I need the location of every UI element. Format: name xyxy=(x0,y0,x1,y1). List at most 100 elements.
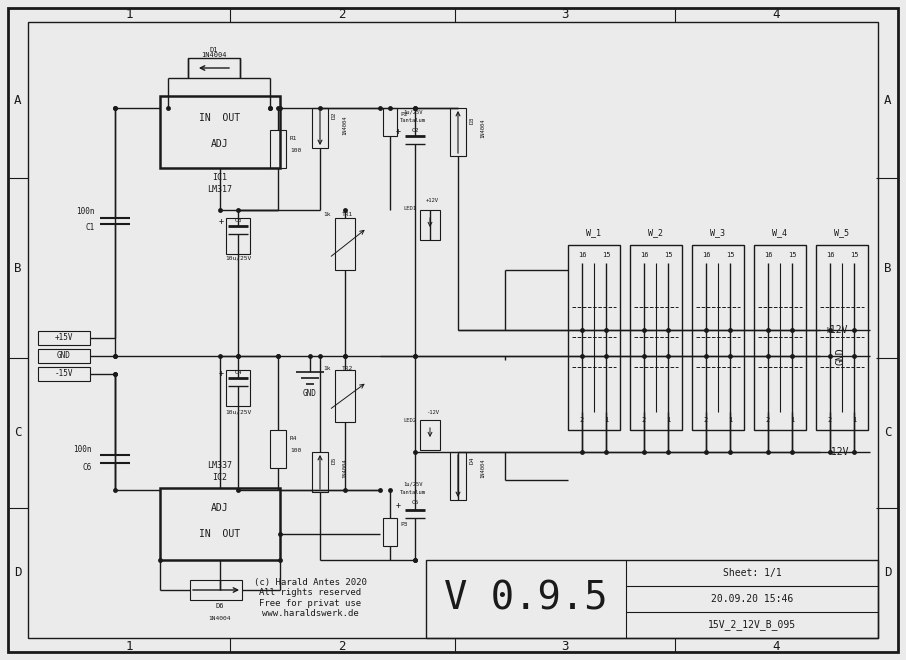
Text: 1k: 1k xyxy=(323,213,331,218)
Bar xyxy=(270,130,286,168)
Bar xyxy=(426,560,878,638)
Text: 15: 15 xyxy=(726,252,734,258)
Text: -15V: -15V xyxy=(54,370,73,378)
Text: 16: 16 xyxy=(764,252,772,258)
Text: 2: 2 xyxy=(828,417,832,423)
Text: R4: R4 xyxy=(290,436,297,440)
Bar xyxy=(38,331,90,345)
Text: R1: R1 xyxy=(290,135,297,141)
Text: 15: 15 xyxy=(787,252,796,258)
Text: 1N4004: 1N4004 xyxy=(480,118,485,138)
Text: D: D xyxy=(884,566,892,579)
Bar xyxy=(450,108,466,156)
Text: IC2: IC2 xyxy=(213,473,227,482)
Bar xyxy=(160,488,280,560)
Text: Tantalum: Tantalum xyxy=(400,490,426,494)
Text: IC1: IC1 xyxy=(213,174,227,183)
Bar xyxy=(226,370,250,406)
Text: +: + xyxy=(219,218,224,226)
Text: 100n: 100n xyxy=(73,446,92,455)
Text: D2: D2 xyxy=(332,112,337,119)
Bar xyxy=(38,367,90,381)
Bar xyxy=(568,245,620,430)
Bar xyxy=(160,96,280,168)
Text: 10u/25V: 10u/25V xyxy=(225,255,251,261)
Text: 1N4004: 1N4004 xyxy=(342,115,347,135)
Text: 100: 100 xyxy=(290,147,302,152)
Text: 15: 15 xyxy=(664,252,672,258)
Bar xyxy=(420,420,440,450)
Text: C1: C1 xyxy=(86,224,95,232)
Text: Tantalum: Tantalum xyxy=(400,117,426,123)
Text: D5: D5 xyxy=(332,456,337,464)
Text: GND: GND xyxy=(57,352,71,360)
Text: B: B xyxy=(884,261,892,275)
Text: 100: 100 xyxy=(290,447,302,453)
Text: TR1: TR1 xyxy=(342,213,352,218)
Text: C: C xyxy=(884,426,892,440)
Text: C4: C4 xyxy=(235,370,242,374)
Text: 1: 1 xyxy=(604,417,608,423)
Text: 1u/25V: 1u/25V xyxy=(403,482,423,486)
Bar xyxy=(692,245,744,430)
Text: 2: 2 xyxy=(704,417,708,423)
Text: V 0.9.5: V 0.9.5 xyxy=(444,580,608,618)
Text: 4: 4 xyxy=(772,9,780,22)
Text: P2: P2 xyxy=(400,112,408,117)
Text: +: + xyxy=(219,370,224,378)
Text: LED2: LED2 xyxy=(403,418,416,422)
Text: C6: C6 xyxy=(82,463,92,473)
Text: LM337: LM337 xyxy=(207,461,233,471)
Text: LED1: LED1 xyxy=(403,205,416,211)
Text: +12V: +12V xyxy=(825,325,849,335)
Text: 1N4004: 1N4004 xyxy=(342,458,347,478)
Text: 10u/25V: 10u/25V xyxy=(225,409,251,414)
Text: A: A xyxy=(884,94,892,106)
Text: 1: 1 xyxy=(125,9,133,22)
Text: +: + xyxy=(396,127,401,137)
Text: 1k: 1k xyxy=(323,366,331,370)
Text: 2: 2 xyxy=(338,9,346,22)
Text: 15V_2_12V_B_095: 15V_2_12V_B_095 xyxy=(708,620,796,630)
Bar xyxy=(383,108,397,136)
Text: ADJ: ADJ xyxy=(211,139,229,149)
Text: 16: 16 xyxy=(702,252,710,258)
Text: +: + xyxy=(396,502,401,510)
Text: C3: C3 xyxy=(235,218,242,222)
Bar xyxy=(38,349,90,363)
Text: 1N4004: 1N4004 xyxy=(208,616,231,620)
Bar xyxy=(335,218,355,270)
Text: 3: 3 xyxy=(561,640,569,653)
Text: W_5: W_5 xyxy=(834,228,850,238)
Text: 1N4004: 1N4004 xyxy=(201,52,226,58)
Text: Sheet: 1/1: Sheet: 1/1 xyxy=(723,568,781,578)
Text: D6: D6 xyxy=(216,603,225,609)
Bar xyxy=(188,58,240,78)
Text: (c) Harald Antes 2020
All rights reserved
Free for privat use
www.haraldswerk.de: (c) Harald Antes 2020 All rights reserve… xyxy=(254,578,366,618)
Text: P3: P3 xyxy=(400,521,408,527)
Text: 2: 2 xyxy=(338,640,346,653)
Bar xyxy=(630,245,682,430)
Bar xyxy=(420,210,440,240)
Text: ADJ: ADJ xyxy=(211,503,229,513)
Bar xyxy=(226,218,250,254)
Text: A: A xyxy=(14,94,22,106)
Text: -12V: -12V xyxy=(426,409,439,414)
Text: 1: 1 xyxy=(790,417,795,423)
Text: 20.09.20 15:46: 20.09.20 15:46 xyxy=(711,594,793,604)
Text: D4: D4 xyxy=(470,456,475,464)
Bar xyxy=(190,580,242,600)
Bar xyxy=(335,370,355,422)
Text: B: B xyxy=(14,261,22,275)
Text: 1N4004: 1N4004 xyxy=(480,458,485,478)
Text: 16: 16 xyxy=(578,252,586,258)
Text: 1: 1 xyxy=(728,417,732,423)
Text: 15: 15 xyxy=(602,252,611,258)
Text: D3: D3 xyxy=(470,116,475,124)
Text: W_3: W_3 xyxy=(710,228,726,238)
Text: 16: 16 xyxy=(825,252,834,258)
Text: 2: 2 xyxy=(766,417,770,423)
Text: IN  OUT: IN OUT xyxy=(199,113,241,123)
Text: GND: GND xyxy=(304,389,317,397)
Text: W_1: W_1 xyxy=(586,228,602,238)
